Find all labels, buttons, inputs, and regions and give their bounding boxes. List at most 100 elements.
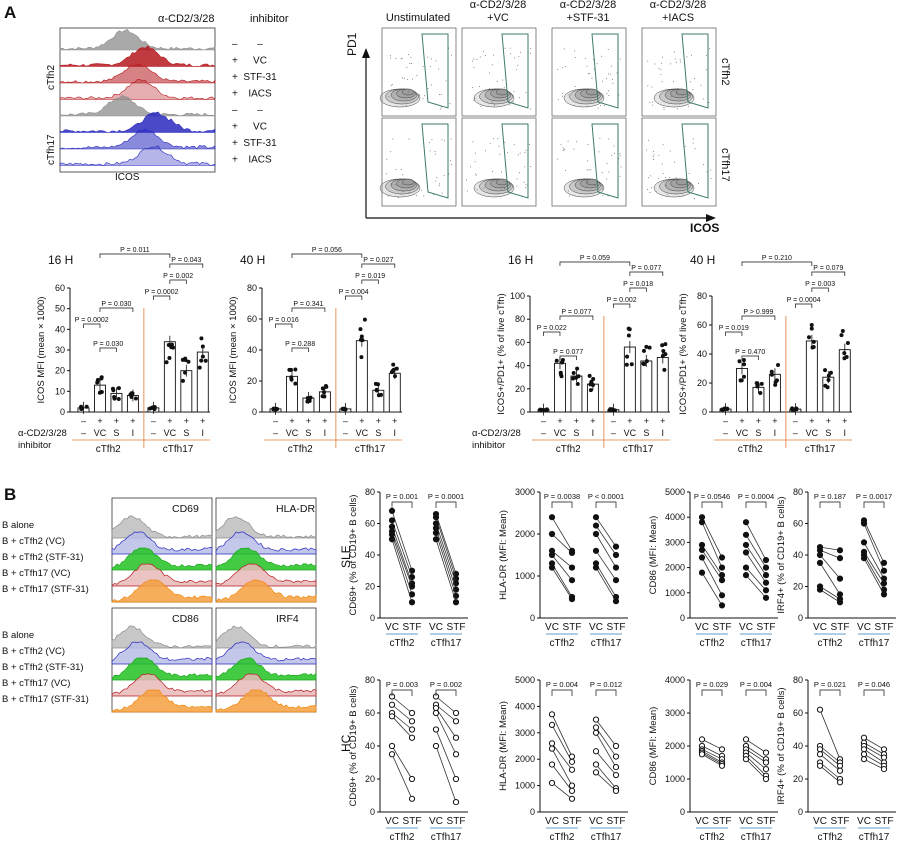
flow-y-arrow: [362, 48, 370, 58]
flow-x-arrow: [706, 214, 716, 222]
pvalue-bracket: [99, 307, 134, 312]
pvalue-bracket: [595, 501, 617, 508]
hist-inhibitor-label: VC: [253, 56, 267, 67]
flow-event-dot: [410, 56, 412, 58]
pair-line: [819, 549, 841, 559]
flow-event-dot: [436, 176, 438, 178]
flow-event-dot: [385, 173, 387, 175]
pair-line: [435, 704, 457, 722]
pvalue-label: P = 0.004: [546, 680, 578, 689]
y-tick-label: 1000: [515, 781, 535, 791]
data-point: [741, 358, 746, 363]
flow-event-dot: [663, 108, 665, 110]
data-point: [293, 381, 298, 386]
flow-event-dot: [427, 56, 429, 58]
y-axis-label: ICOS+/PD1+ (% of live cTfh): [678, 293, 689, 414]
data-point: [791, 407, 796, 412]
y-tick-label: 0: [520, 407, 525, 417]
flow-event-dot: [606, 162, 608, 164]
hist-stim-sign: –: [232, 105, 238, 116]
pair-line: [745, 758, 767, 780]
flow-event-dot: [429, 65, 431, 67]
hist-stim-sign: +: [232, 72, 238, 83]
flow-event-dot: [619, 155, 621, 157]
y-tick-label: 3000: [665, 537, 685, 547]
pvalue-bracket: [741, 261, 813, 266]
b-histogram-row: [111, 625, 213, 649]
flow-event-dot: [561, 67, 563, 69]
flow-event-dot: [564, 65, 566, 67]
pair-line: [435, 712, 457, 755]
data-point: [199, 336, 204, 341]
flow-event-dot: [601, 55, 603, 57]
stf-point: [762, 594, 770, 601]
flow-event-dot: [449, 102, 451, 104]
flow-event-dot: [493, 54, 495, 56]
data-point: [197, 365, 202, 370]
pvalue-label: P = 0.030: [93, 341, 123, 348]
stf-point: [612, 753, 620, 760]
data-point: [203, 358, 208, 363]
flow-event-dot: [607, 49, 609, 51]
inhibitor-sign: VC: [554, 428, 567, 438]
pair-line: [745, 567, 767, 591]
chart-title: 40 H: [690, 253, 715, 267]
hist-group-ctfh2: cTfh2: [46, 65, 57, 90]
x-label-vc: VC: [385, 816, 399, 827]
y-tick-label: 20: [793, 774, 803, 784]
vc-point: [548, 761, 556, 768]
y-tick-label: 60: [515, 337, 525, 347]
stim-sign: +: [739, 416, 744, 426]
x-label-stf: STF: [403, 622, 422, 633]
flow-event-dot: [666, 194, 668, 196]
pvalue-label: P = 0.029: [696, 680, 728, 689]
flow-event-dot: [503, 187, 505, 189]
flow-event-dot: [428, 142, 430, 144]
row-label-sle: SLE: [339, 545, 353, 568]
data-point: [759, 381, 764, 386]
flow-event-dot: [662, 144, 664, 146]
x-label-stf: STF: [831, 816, 850, 827]
flow-event-dot: [649, 175, 651, 177]
stf-point: [408, 709, 416, 717]
flow-event-dot: [391, 84, 393, 86]
pair-line: [391, 712, 413, 730]
flow-event-dot: [480, 106, 482, 108]
b-histogram-row: [215, 625, 317, 649]
pair-line: [745, 752, 767, 770]
hist-stim-sign: +: [232, 138, 238, 149]
pvalue-label: P = 0.003: [386, 680, 418, 689]
vc-point: [548, 721, 556, 728]
pair-line: [551, 782, 573, 800]
vc-point: [816, 559, 824, 566]
flow-event-dot: [601, 184, 603, 186]
stf-point: [612, 787, 620, 794]
flow-event-dot: [400, 169, 402, 171]
flow-y-label: PD1: [345, 32, 359, 56]
pair-line: [551, 743, 573, 771]
flow-event-dot: [420, 189, 422, 191]
flow-event-dot: [530, 166, 532, 168]
data-point: [571, 376, 576, 381]
flow-event-dot: [530, 47, 532, 49]
pair-line: [551, 563, 573, 598]
x-label-stf: STF: [563, 816, 582, 827]
pair-line: [863, 758, 885, 770]
flow-event-dot: [576, 141, 578, 143]
pair-line: [701, 745, 723, 757]
flow-event-dot: [652, 156, 654, 158]
flow-event-dot: [411, 62, 413, 64]
flow-event-dot: [594, 185, 596, 187]
flow-event-dot: [587, 72, 589, 74]
pvalue-label: P = 0.019: [719, 325, 749, 332]
x-label-vc: VC: [545, 816, 559, 827]
data-point: [183, 370, 188, 375]
flow-event-dot: [497, 192, 499, 194]
flow-gate: [421, 33, 449, 109]
y-tick-label: 60: [793, 708, 803, 718]
b-histogram-row: [111, 673, 213, 697]
stf-point: [568, 787, 576, 794]
vc-point: [742, 549, 750, 556]
stim-sign: +: [322, 416, 327, 426]
